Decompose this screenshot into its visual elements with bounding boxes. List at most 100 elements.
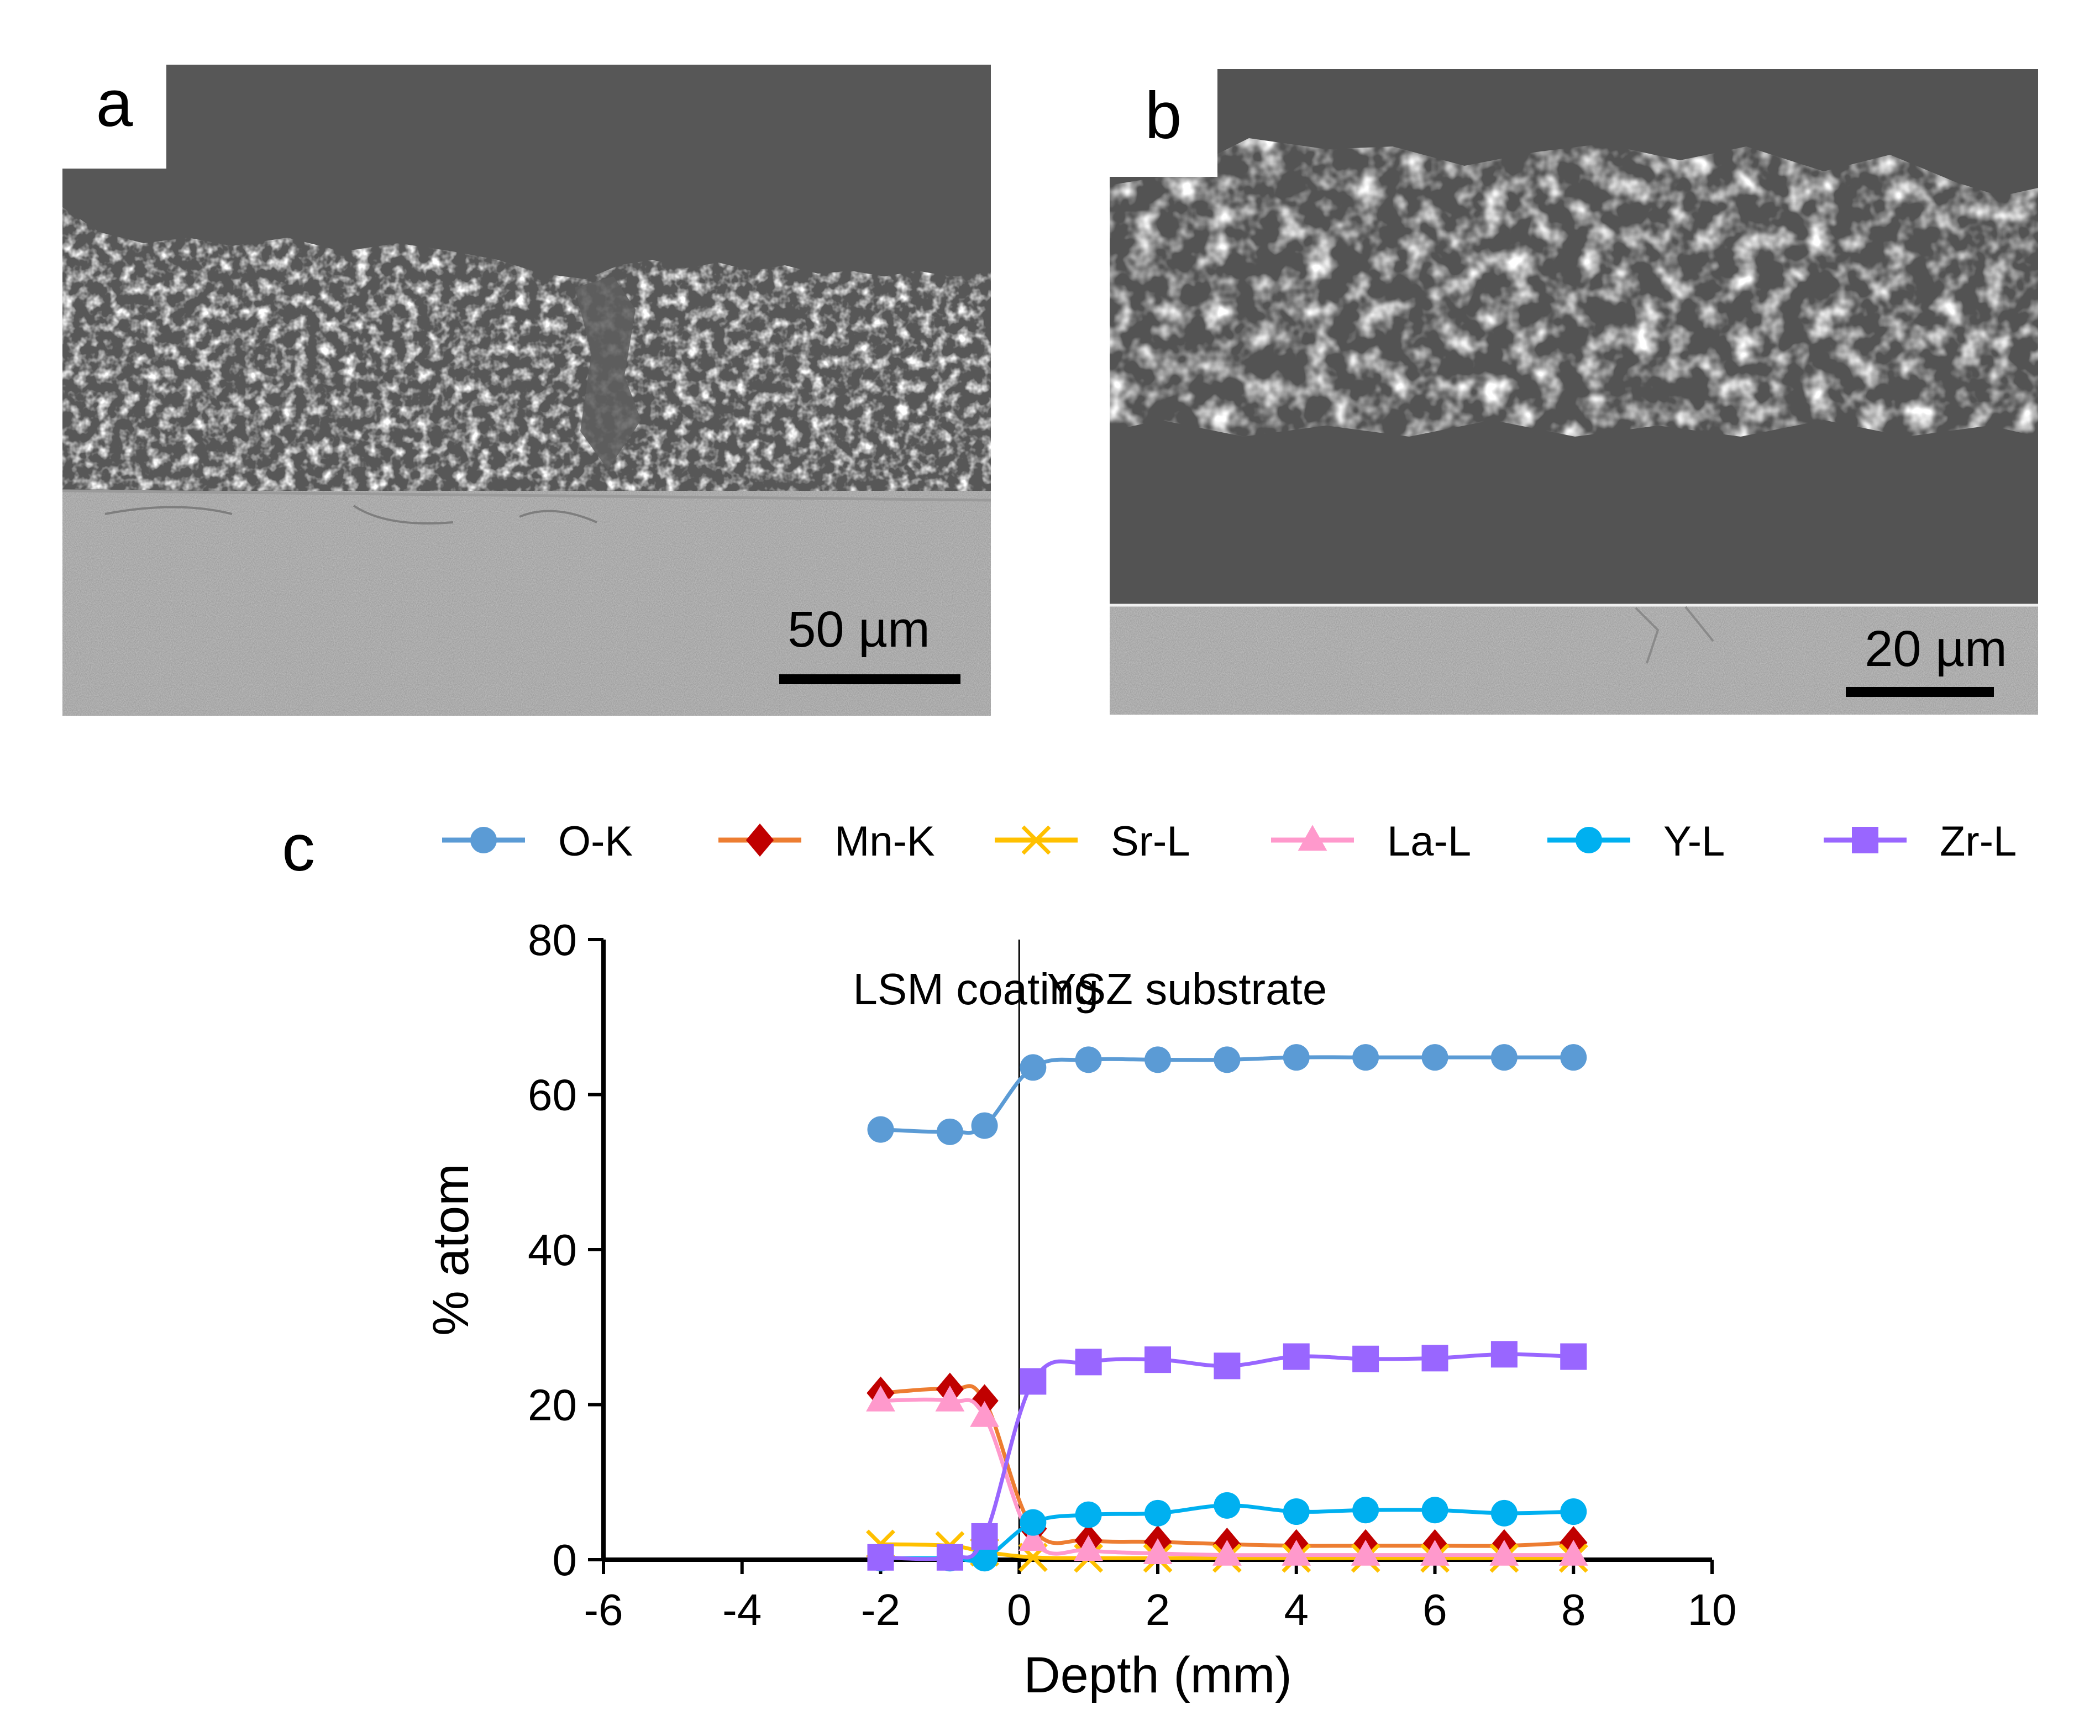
data-point-la-l xyxy=(866,1385,895,1412)
data-point-la-l xyxy=(1074,1535,1104,1561)
data-point-la-l xyxy=(1212,1539,1242,1566)
series-la-l xyxy=(866,1385,1588,1566)
data-point-o-k xyxy=(1352,1044,1379,1071)
y-tick-label: 60 xyxy=(528,1071,577,1120)
legend-marker xyxy=(1852,827,1878,853)
data-point-o-k xyxy=(1020,1054,1047,1081)
legend-item-zr-l: Zr-L xyxy=(1824,818,2017,865)
legend-marker xyxy=(1021,825,1051,855)
legend-item-y-l: Y-L xyxy=(1547,818,1725,865)
data-point-zr-l xyxy=(867,1544,894,1571)
x-tick-label: 10 xyxy=(1688,1585,1737,1634)
sem-image-b-coating xyxy=(1110,138,2038,437)
y-tick-label: 40 xyxy=(528,1225,577,1275)
data-point-y-l xyxy=(1490,1499,1518,1527)
x-tick-label: 6 xyxy=(1422,1585,1447,1634)
data-point-o-k xyxy=(1283,1044,1310,1071)
legend-item-mn-k: Mn-K xyxy=(718,818,935,865)
data-point-zr-l xyxy=(936,1544,963,1571)
legend-marker xyxy=(470,827,497,853)
data-point-la-l xyxy=(1143,1538,1173,1564)
data-point-y-l xyxy=(1214,1492,1241,1519)
data-point-y-l xyxy=(1560,1498,1587,1525)
legend-item-sr-l: Sr-L xyxy=(995,818,1190,865)
data-point-y-l xyxy=(1283,1498,1310,1525)
legend-label: Mn-K xyxy=(834,818,935,865)
series-o-k xyxy=(867,1044,1587,1145)
data-point-zr-l xyxy=(971,1523,998,1550)
panel-a: a 50 µm xyxy=(62,65,991,716)
chart-annotation: LSM coating xyxy=(853,964,1099,1014)
y-axis-label: % atom xyxy=(423,1163,479,1336)
data-point-la-l xyxy=(1018,1525,1048,1551)
sem-image-a-coating xyxy=(62,207,991,500)
legend-label: La-L xyxy=(1387,818,1471,865)
data-point-zr-l xyxy=(1144,1346,1171,1373)
data-point-zr-l xyxy=(1352,1345,1379,1372)
data-point-la-l xyxy=(1351,1539,1380,1566)
data-point-y-l xyxy=(1020,1509,1047,1536)
data-point-zr-l xyxy=(1020,1368,1047,1395)
data-point-y-l xyxy=(1075,1501,1102,1528)
series-zr-l xyxy=(867,1341,1587,1571)
data-point-o-k xyxy=(1144,1046,1171,1073)
x-tick-label: 2 xyxy=(1146,1585,1170,1634)
panel-label-b: b xyxy=(1145,78,1182,153)
data-point-o-k xyxy=(1421,1044,1448,1071)
chart-annotation: YSZ substrate xyxy=(1047,964,1327,1014)
y-tick-label: 0 xyxy=(553,1535,578,1585)
legend-label: O-K xyxy=(558,818,633,865)
data-point-la-l xyxy=(970,1401,999,1427)
x-tick-label: 8 xyxy=(1561,1585,1586,1634)
legend-label: Y-L xyxy=(1663,818,1725,865)
data-point-zr-l xyxy=(1214,1352,1241,1380)
panel-label-a: a xyxy=(96,66,133,140)
legend-label: Zr-L xyxy=(1940,818,2017,865)
x-tick-label: -2 xyxy=(861,1585,900,1634)
data-point-o-k xyxy=(971,1112,998,1139)
chart-plot: 0 20 40 60 80 -6 -4 -2 0 2 4 6 8 10 Depth (mm) % atom LS… xyxy=(423,915,1736,1703)
panel-label-c: c xyxy=(282,811,315,885)
x-tick-label: -6 xyxy=(584,1585,623,1634)
legend-marker xyxy=(1576,827,1602,853)
scale-bar-a xyxy=(779,674,960,684)
y-tick-label: 80 xyxy=(528,915,577,964)
data-point-y-l xyxy=(1144,1499,1171,1527)
scale-bar-label-b: 20 µm xyxy=(1865,621,2007,677)
legend-label: Sr-L xyxy=(1111,818,1190,865)
data-point-o-k xyxy=(1075,1046,1102,1073)
sem-image-a-interface xyxy=(62,489,991,502)
data-point-o-k xyxy=(1490,1044,1518,1071)
legend-item-la-l: La-L xyxy=(1271,818,1471,865)
data-point-la-l xyxy=(1282,1539,1311,1566)
data-point-la-l xyxy=(935,1385,965,1412)
data-point-la-l xyxy=(1558,1539,1588,1566)
data-point-la-l xyxy=(1420,1539,1450,1566)
sem-image-a-gap xyxy=(575,276,641,470)
data-point-zr-l xyxy=(1421,1345,1448,1372)
panel-label-b-box xyxy=(1110,69,1217,177)
data-point-zr-l xyxy=(1283,1343,1310,1370)
data-point-zr-l xyxy=(1490,1341,1518,1368)
x-tick-label: -4 xyxy=(722,1585,762,1634)
data-point-o-k xyxy=(867,1116,894,1143)
data-point-o-k xyxy=(1560,1044,1587,1071)
scale-bar-b xyxy=(1846,687,1994,697)
x-tick-label: 4 xyxy=(1284,1585,1309,1634)
panel-label-a-box xyxy=(62,65,166,169)
panel-b: b 20 µm xyxy=(1110,69,2038,715)
legend-marker xyxy=(746,824,774,857)
data-point-o-k xyxy=(1214,1046,1241,1073)
data-point-zr-l xyxy=(1075,1349,1102,1376)
x-tick-label: 0 xyxy=(1007,1585,1032,1634)
scale-bar-label-a: 50 µm xyxy=(788,601,930,658)
data-point-la-l xyxy=(1489,1539,1519,1566)
x-axis-label: Depth (mm) xyxy=(1023,1647,1292,1703)
legend-marker xyxy=(1298,825,1327,851)
data-point-y-l xyxy=(1352,1497,1379,1524)
data-point-o-k xyxy=(936,1118,963,1145)
data-point-y-l xyxy=(1421,1497,1448,1524)
chart-legend: O-K Mn-K Sr-L La-L Y-L Zr-L xyxy=(442,818,2017,865)
